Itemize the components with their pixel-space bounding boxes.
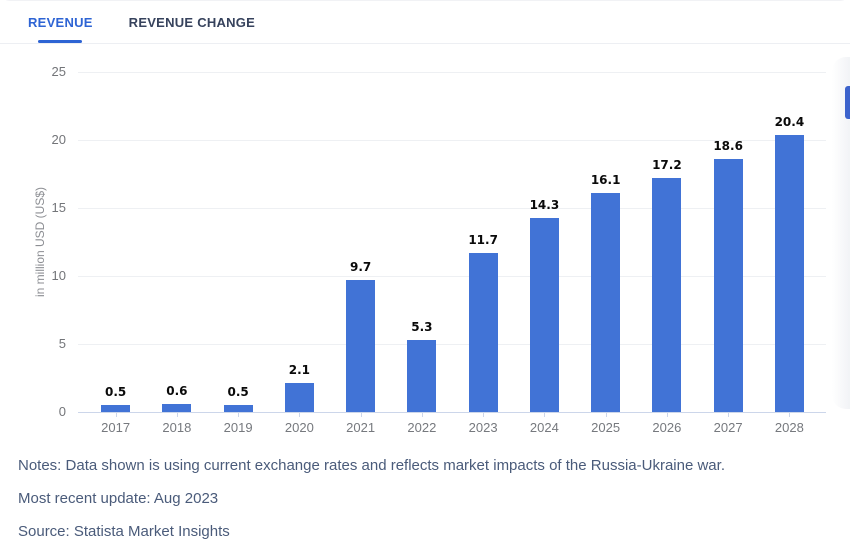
tab-revenue[interactable]: REVENUE bbox=[28, 1, 93, 43]
y-tick-label: 10 bbox=[51, 268, 66, 283]
x-axis-tick bbox=[360, 413, 362, 417]
bar-2024[interactable] bbox=[529, 218, 559, 412]
bar-2025[interactable] bbox=[591, 193, 621, 412]
bar-value-label-2027: 18.6 bbox=[713, 139, 743, 153]
x-axis-tick bbox=[176, 413, 178, 417]
x-axis-tick bbox=[544, 413, 546, 417]
x-tick-label-2027: 2027 bbox=[713, 420, 743, 435]
bar-2018[interactable] bbox=[162, 404, 192, 412]
bar-value-label-2018: 0.6 bbox=[166, 384, 188, 398]
right-panel-edge bbox=[832, 57, 850, 409]
bar-2027[interactable] bbox=[713, 159, 743, 412]
source-text: Source: Statista Market Insights bbox=[18, 523, 230, 540]
bar-value-label-2023: 11.7 bbox=[468, 233, 498, 247]
bar-value-label-2021: 9.7 bbox=[349, 260, 372, 274]
x-tick-label-2022: 2022 bbox=[407, 420, 437, 435]
x-axis-tick bbox=[789, 413, 791, 417]
x-tick-label-2020: 2020 bbox=[284, 420, 314, 435]
gridline bbox=[78, 140, 826, 141]
y-tick-label: 0 bbox=[58, 404, 66, 419]
bar-value-label-2020: 2.1 bbox=[288, 363, 310, 377]
x-tick-label-2024: 2024 bbox=[529, 420, 559, 435]
tab-revenue-change[interactable]: REVENUE CHANGE bbox=[128, 14, 256, 30]
x-axis-tick bbox=[115, 413, 117, 417]
bar-2019[interactable] bbox=[223, 405, 253, 412]
x-tick-label-2017: 2017 bbox=[101, 420, 131, 435]
x-tick-label-2028: 2028 bbox=[774, 420, 804, 435]
y-tick-label: 5 bbox=[58, 336, 66, 351]
x-tick-label-2019: 2019 bbox=[223, 420, 253, 435]
x-axis-tick bbox=[605, 413, 607, 417]
y-tick-label: 20 bbox=[51, 132, 66, 147]
update-text: Most recent update: Aug 2023 bbox=[18, 490, 219, 507]
y-tick-label: 15 bbox=[51, 200, 66, 215]
tab-bar: REVENUE REVENUE CHANGE bbox=[0, 1, 850, 44]
x-tick-label-2018: 2018 bbox=[162, 420, 192, 435]
bar-2021[interactable] bbox=[346, 280, 376, 412]
bar-value-label-2028: 20.4 bbox=[774, 115, 805, 129]
x-axis-tick bbox=[483, 413, 485, 417]
bar-value-label-2026: 17.2 bbox=[652, 158, 682, 172]
x-tick-label-2025: 2025 bbox=[591, 420, 621, 435]
x-axis-line bbox=[78, 412, 826, 413]
bar-value-label-2017: 0.5 bbox=[104, 385, 127, 399]
notes-text: Notes: Data shown is using current excha… bbox=[18, 457, 725, 474]
x-axis-tick bbox=[728, 413, 730, 417]
bar-value-label-2024: 14.3 bbox=[529, 198, 560, 212]
scrollbar-thumb[interactable] bbox=[845, 86, 850, 119]
x-axis-tick bbox=[666, 413, 668, 417]
gridline bbox=[78, 72, 826, 73]
gridline bbox=[78, 276, 826, 277]
x-axis-tick bbox=[299, 413, 301, 417]
bar-value-label-2025: 16.1 bbox=[590, 173, 621, 187]
bar-2022[interactable] bbox=[407, 340, 437, 412]
x-axis-tick bbox=[238, 413, 240, 417]
x-tick-label-2023: 2023 bbox=[468, 420, 498, 435]
gridline bbox=[78, 208, 826, 209]
x-axis-tick bbox=[421, 413, 423, 417]
bar-2017[interactable] bbox=[101, 405, 131, 412]
x-tick-label-2021: 2021 bbox=[346, 420, 376, 435]
bar-2028[interactable] bbox=[774, 135, 804, 412]
gridline bbox=[78, 344, 826, 345]
bar-value-label-2022: 5.3 bbox=[411, 320, 433, 334]
bar-2020[interactable] bbox=[284, 383, 314, 412]
bar-2023[interactable] bbox=[468, 253, 498, 412]
y-tick-label: 25 bbox=[51, 64, 66, 79]
bar-value-label-2019: 0.5 bbox=[227, 385, 249, 399]
x-tick-label-2026: 2026 bbox=[652, 420, 682, 435]
bar-2026[interactable] bbox=[652, 178, 682, 412]
